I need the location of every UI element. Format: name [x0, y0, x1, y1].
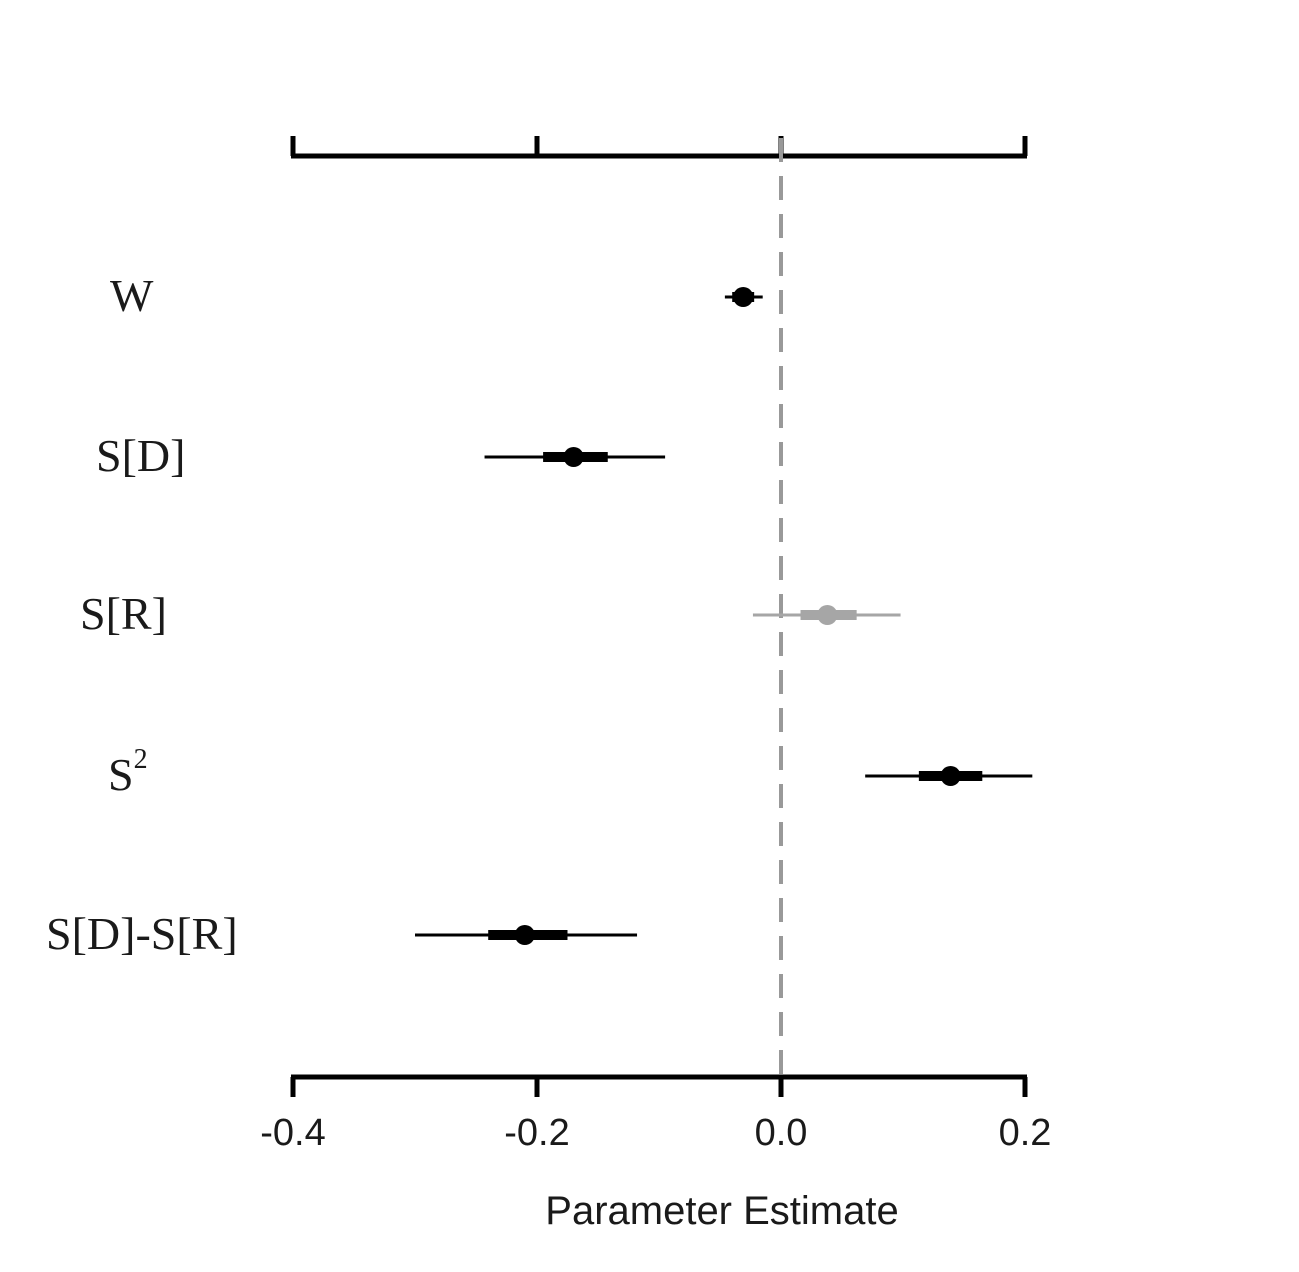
row-label: W	[110, 270, 154, 321]
point-estimate	[817, 605, 838, 625]
estimate-row: S[D]-S[R]	[46, 908, 638, 959]
estimate-row: S[D]	[96, 430, 666, 481]
x-tick-label: 0.2	[999, 1112, 1052, 1154]
x-tick-label: 0.0	[755, 1112, 808, 1154]
x-tick-label: -0.2	[504, 1112, 569, 1154]
row-label-superscript: 2	[134, 744, 148, 775]
row-label: S[R]	[80, 588, 167, 639]
estimate-row: S[R]	[80, 588, 901, 639]
row-label: S[D]	[96, 430, 185, 481]
estimate-row: S2	[108, 744, 1033, 800]
estimate-rows: W S[D] S[R] S2 S[D]-S[R]	[46, 270, 1033, 959]
point-estimate	[940, 766, 961, 786]
x-axis-title: Parameter Estimate	[545, 1189, 898, 1233]
estimate-row: W	[110, 270, 763, 321]
point-estimate	[514, 925, 535, 945]
row-label: S2	[108, 744, 148, 800]
row-label: S[D]-S[R]	[46, 908, 238, 959]
point-estimate	[563, 447, 584, 467]
bottom-axis: -0.4 -0.2 0.0 0.2	[260, 1074, 1052, 1154]
top-axis	[290, 136, 1028, 159]
x-tick-label: -0.4	[260, 1112, 325, 1154]
point-estimate	[733, 287, 754, 307]
